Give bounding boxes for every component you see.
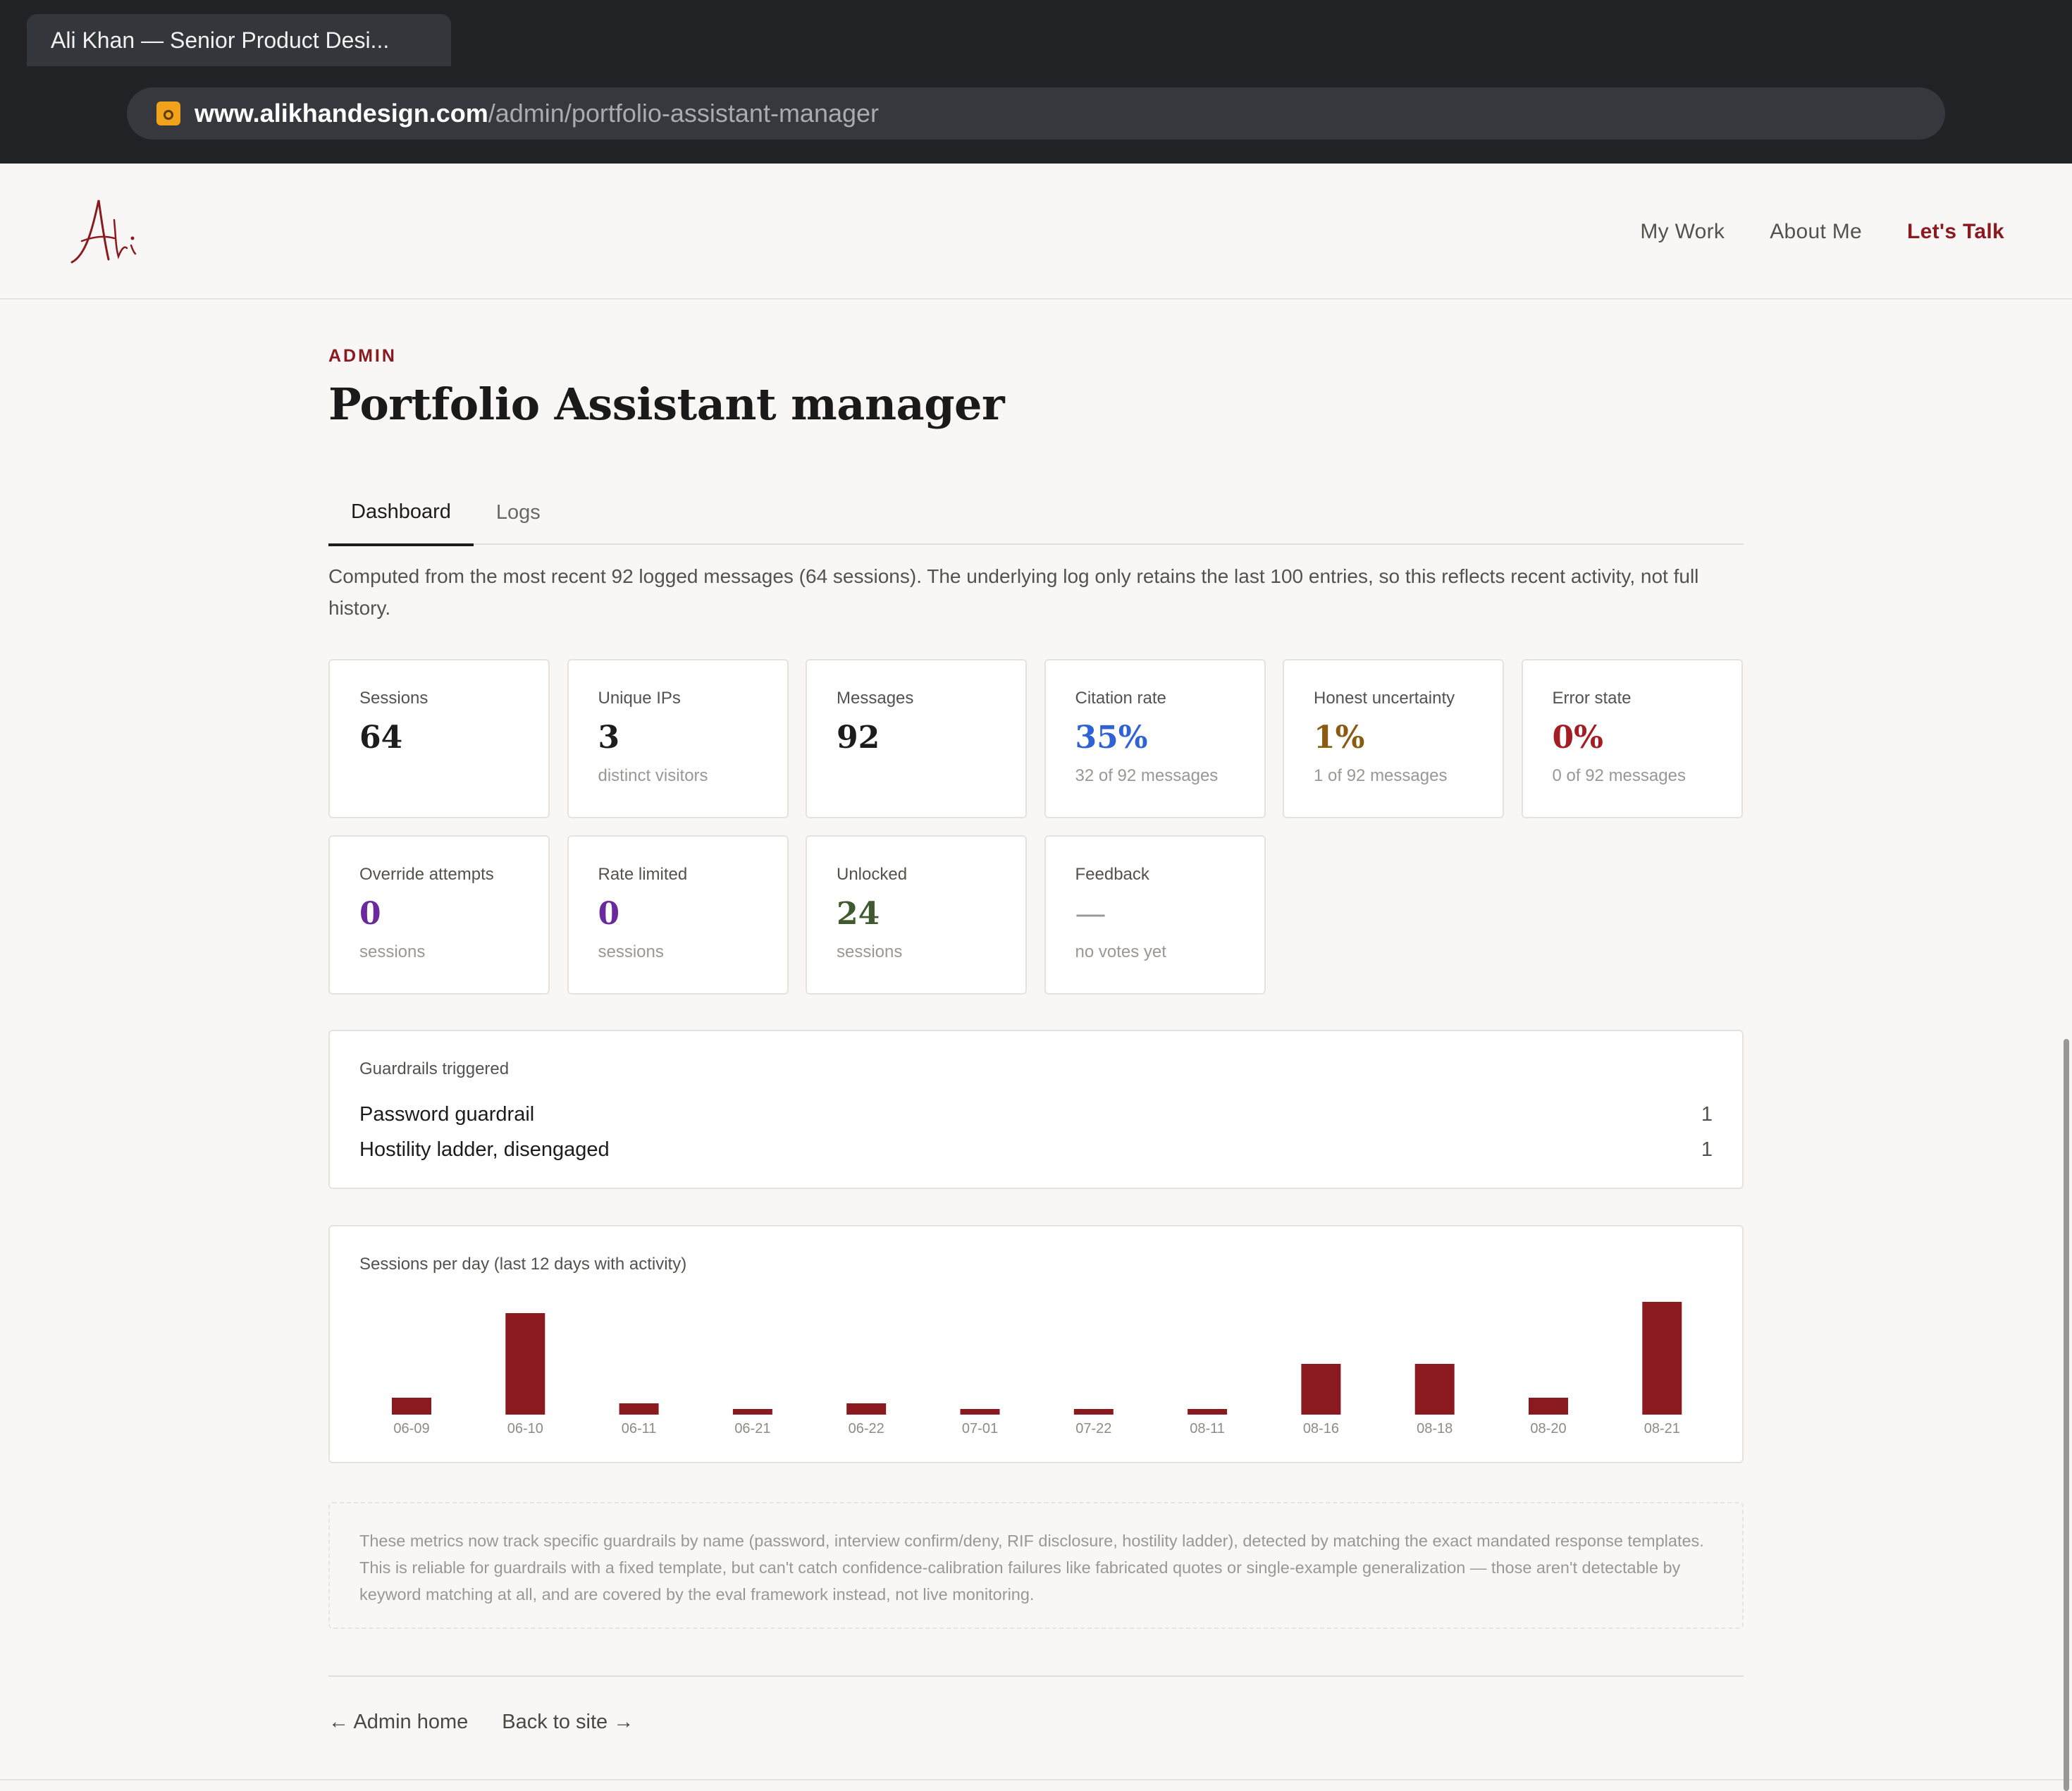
chart-tick-label: 08-11 (1190, 1421, 1225, 1436)
metric-subtext: distinct visitors (598, 766, 708, 785)
intro-text: Computed from the most recent 92 logged … (328, 565, 1699, 619)
nav-about-me[interactable]: About Me (1770, 219, 1863, 243)
address-bar[interactable]: www.alikhandesign.com/admin/portfolio-as… (127, 87, 1945, 140)
tab-dashboard[interactable]: Dashboard (328, 480, 474, 546)
metric-card: Citation rate 35% 32 of 92 messages (1044, 659, 1266, 818)
metric-card: Unique IPs 3 distinct visitors (567, 659, 789, 818)
chart-bar (732, 1409, 772, 1415)
guardrails-title: Guardrails triggered (359, 1059, 510, 1078)
signature-logo[interactable] (65, 192, 142, 269)
site-favicon-icon (156, 101, 180, 125)
guardrail-count: 1 (1701, 1138, 1713, 1161)
url-domain: www.alikhandesign.com (195, 99, 488, 128)
metric-label: Feedback (1075, 865, 1149, 884)
browser-tab[interactable]: Ali Khan — Senior Product Desi... (27, 14, 451, 66)
footer-links: ← Admin home Back to site → (328, 1711, 634, 1734)
guardrail-row: Password guardrail 1 (359, 1097, 1713, 1132)
chart-tick-label: 08-21 (1644, 1421, 1680, 1436)
metric-subtext: no votes yet (1075, 942, 1166, 961)
guardrail-count: 1 (1701, 1102, 1713, 1126)
chart-tick-label: 06-10 (507, 1421, 543, 1436)
metric-card: Override attempts 0 sessions (328, 835, 550, 995)
metric-label: Messages (837, 689, 914, 708)
metric-value: 3 (598, 720, 620, 756)
metric-subtext: sessions (359, 942, 426, 961)
chart-title: Sessions per day (last 12 days with acti… (359, 1255, 687, 1274)
page-title: Portfolio Assistant manager (328, 378, 1005, 430)
page-bottom-divider (0, 1779, 2072, 1780)
chart-tick-label: 08-18 (1417, 1421, 1453, 1436)
browser-chrome: Ali Khan — Senior Product Desi... www.al… (0, 0, 2072, 164)
metric-value: 1% (1314, 720, 1365, 756)
tab-bar: Dashboard Logs (328, 480, 1744, 546)
chart-bar (1642, 1302, 1682, 1415)
metric-subtext: 32 of 92 messages (1075, 766, 1219, 785)
metric-subtext: sessions (837, 942, 903, 961)
nav-lets-talk[interactable]: Let's Talk (1907, 219, 2004, 243)
guardrail-name: Hostility ladder, disengaged (359, 1138, 610, 1161)
metric-value: 0% (1552, 720, 1603, 756)
metric-card: Rate limited 0 sessions (567, 835, 789, 995)
guardrail-row: Hostility ladder, disengaged 1 (359, 1132, 1713, 1167)
metric-value: 92 (837, 720, 880, 756)
chart-tick-label: 07-01 (962, 1421, 998, 1436)
metric-label: Error state (1552, 689, 1632, 708)
metric-value: 0 (598, 896, 620, 932)
chart-tick-label: 06-21 (734, 1421, 770, 1436)
metric-label: Unlocked (837, 865, 908, 884)
metric-label: Honest uncertainty (1314, 689, 1455, 708)
metric-label: Unique IPs (598, 689, 681, 708)
chart-bar (846, 1403, 887, 1415)
chart-tick-label: 06-11 (622, 1421, 657, 1436)
sessions-chart-panel: Sessions per day (last 12 days with acti… (328, 1225, 1744, 1463)
metric-label: Citation rate (1075, 689, 1166, 708)
chart-bar (1414, 1364, 1455, 1415)
guardrail-name: Password guardrail (359, 1102, 535, 1126)
site-header: My Work About Me Let's Talk (0, 164, 2072, 300)
nav-my-work[interactable]: My Work (1640, 219, 1725, 243)
chart-tick-label: 06-22 (849, 1421, 884, 1436)
metric-label: Sessions (359, 689, 428, 708)
tab-logs[interactable]: Logs (495, 500, 541, 524)
main-nav: My Work About Me Let's Talk (1640, 164, 2004, 300)
scrollbar[interactable] (2064, 1039, 2069, 1791)
metric-card: Error state 0% 0 of 92 messages (1521, 659, 1743, 818)
metric-value: 0 (359, 896, 381, 932)
chart-bar (505, 1313, 545, 1415)
url-path: /admin/portfolio-assistant-manager (488, 99, 880, 128)
chart-tick-label: 08-16 (1303, 1421, 1339, 1436)
metric-label: Rate limited (598, 865, 688, 884)
metric-value: 24 (837, 896, 880, 932)
chart-bar (1073, 1409, 1114, 1415)
metric-value: — (1075, 896, 1106, 932)
metric-label: Override attempts (359, 865, 494, 884)
metric-value: 35% (1075, 720, 1148, 756)
chart-tick-label: 07-22 (1075, 1421, 1111, 1436)
metrics-note: These metrics now track specific guardra… (328, 1502, 1744, 1629)
guardrails-panel: Guardrails triggered Password guardrail … (328, 1030, 1744, 1189)
metric-card: Sessions 64 (328, 659, 550, 818)
metric-subtext: 0 of 92 messages (1552, 766, 1686, 785)
chart-tick-label: 06-09 (393, 1421, 429, 1436)
metric-value: 64 (359, 720, 403, 756)
eyebrow-label: ADMIN (328, 346, 397, 366)
chart-tick-label: 08-20 (1530, 1421, 1566, 1436)
metric-card: Feedback — no votes yet (1044, 835, 1266, 995)
chart-bar (960, 1409, 1000, 1415)
chart-bar (392, 1398, 431, 1415)
chart-bar (1301, 1364, 1341, 1415)
footer-divider (328, 1675, 1744, 1677)
chart-bar (1188, 1409, 1228, 1415)
sessions-bar-chart: 06-09 06-10 06-11 06-21 06-22 07-01 07-22 08-11… (392, 1302, 1682, 1436)
metric-subtext: 1 of 92 messages (1314, 766, 1448, 785)
back-to-site-link[interactable]: Back to site → (502, 1711, 634, 1733)
chart-bar (1529, 1398, 1568, 1415)
metric-subtext: sessions (598, 942, 664, 961)
metric-card: Honest uncertainty 1% 1 of 92 messages (1283, 659, 1504, 818)
metric-card: Messages 92 (806, 659, 1027, 818)
chart-bar (619, 1403, 659, 1415)
metric-card: Unlocked 24 sessions (806, 835, 1027, 995)
admin-home-link[interactable]: ← Admin home (328, 1711, 469, 1733)
